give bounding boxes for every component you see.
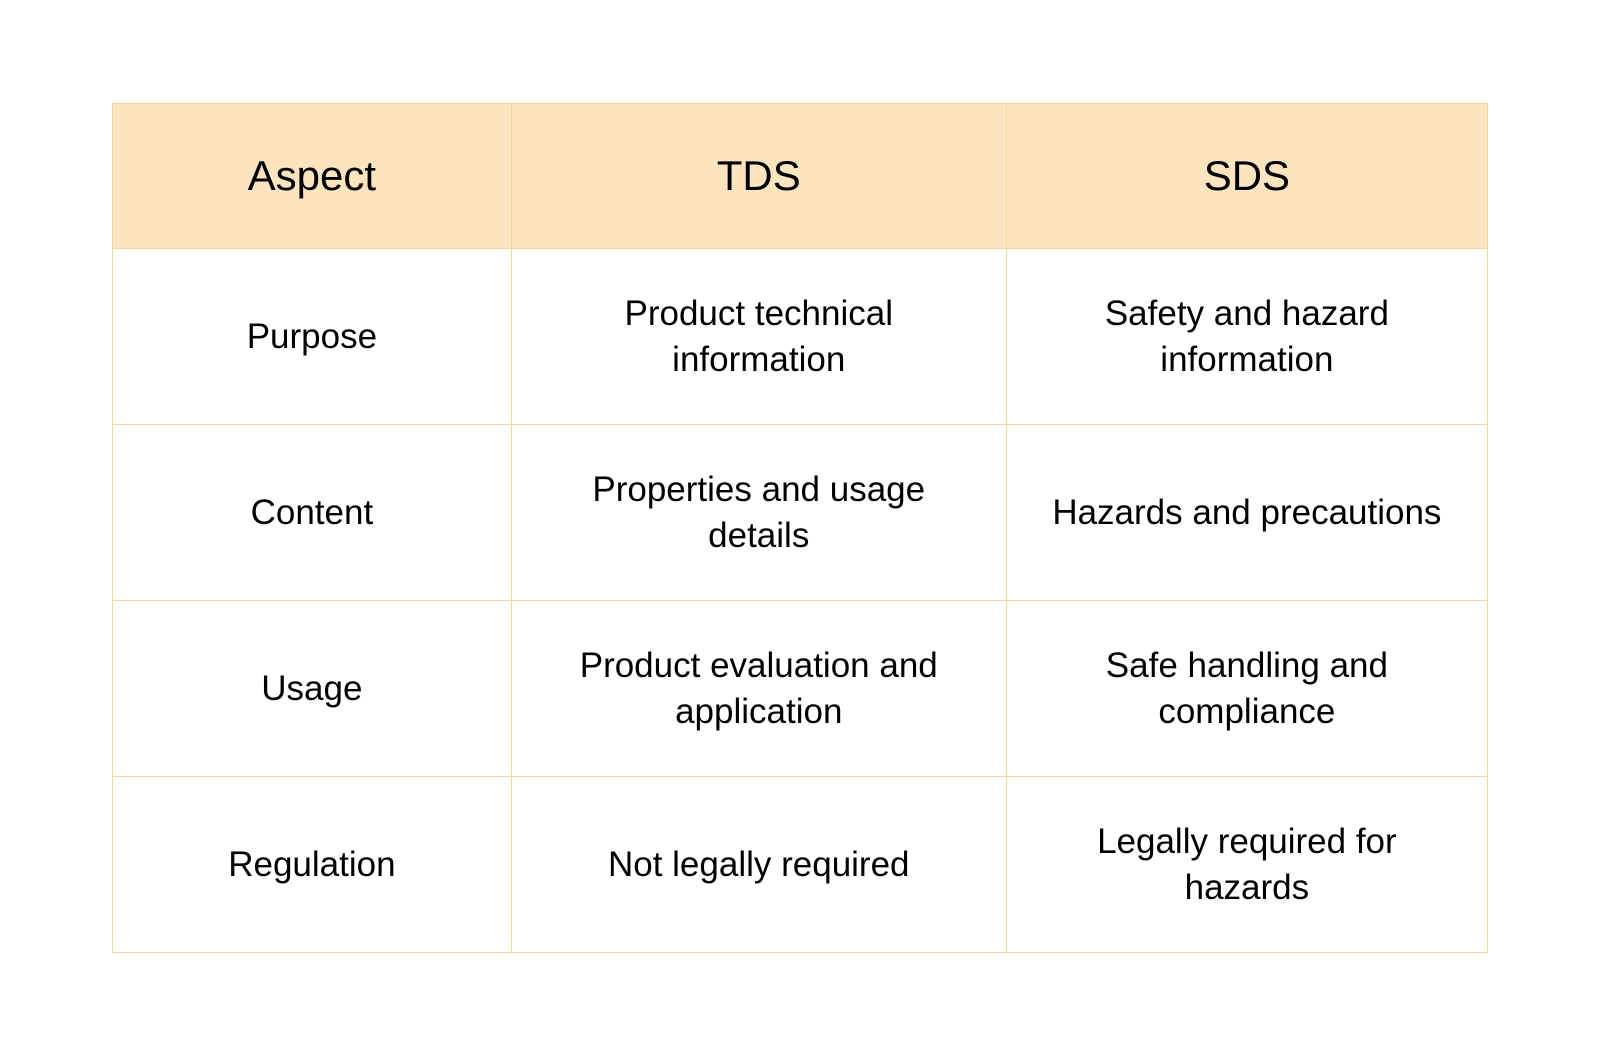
cell-tds: Properties and usage details (511, 425, 1006, 601)
cell-tds: Product technical information (511, 249, 1006, 425)
table-row: Content Properties and usage details Haz… (113, 425, 1488, 601)
table-row: Purpose Product technical information Sa… (113, 249, 1488, 425)
cell-aspect: Content (113, 425, 512, 601)
comparison-table: Aspect TDS SDS Purpose Product technical… (112, 103, 1488, 953)
table-header-row: Aspect TDS SDS (113, 104, 1488, 249)
cell-aspect: Usage (113, 601, 512, 777)
cell-sds: Safety and hazard information (1006, 249, 1487, 425)
cell-aspect: Purpose (113, 249, 512, 425)
cell-sds: Legally required for hazards (1006, 777, 1487, 953)
column-header-tds: TDS (511, 104, 1006, 249)
column-header-aspect: Aspect (113, 104, 512, 249)
column-header-sds: SDS (1006, 104, 1487, 249)
cell-tds: Not legally required (511, 777, 1006, 953)
table-row: Regulation Not legally required Legally … (113, 777, 1488, 953)
cell-sds: Safe handling and compliance (1006, 601, 1487, 777)
cell-sds: Hazards and precautions (1006, 425, 1487, 601)
table-row: Usage Product evaluation and application… (113, 601, 1488, 777)
comparison-table-container: Aspect TDS SDS Purpose Product technical… (112, 103, 1488, 953)
cell-tds: Product evaluation and application (511, 601, 1006, 777)
cell-aspect: Regulation (113, 777, 512, 953)
